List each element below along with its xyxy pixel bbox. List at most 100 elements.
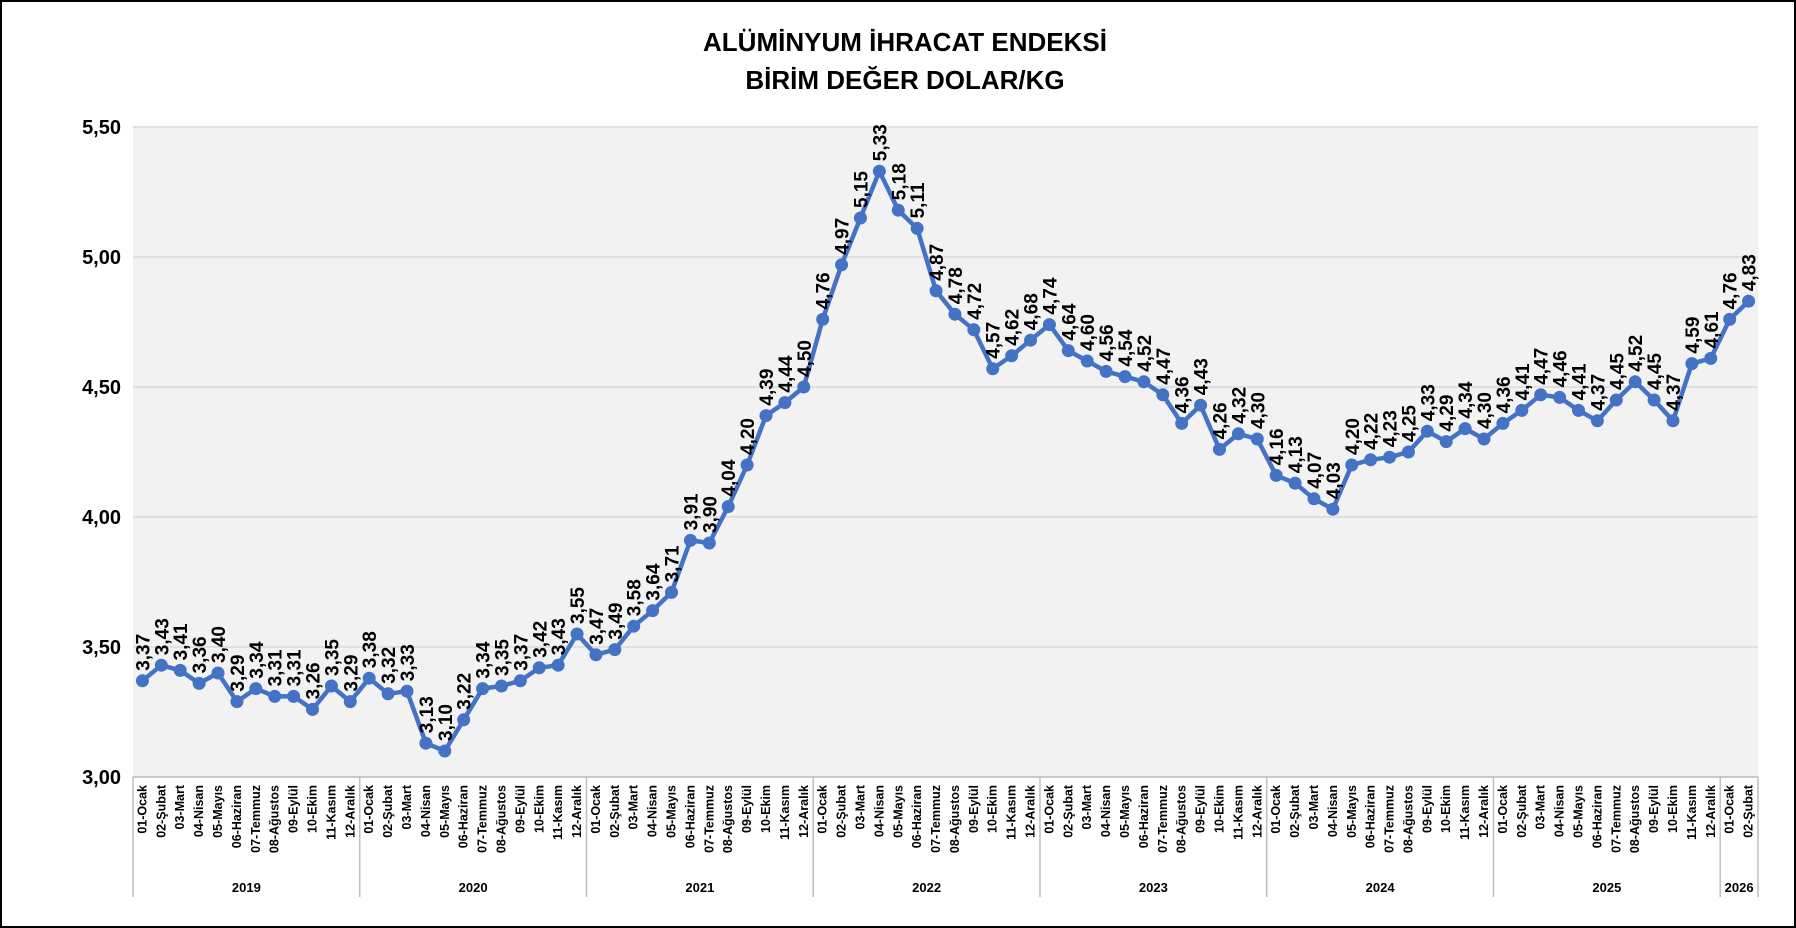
data-point <box>438 744 452 758</box>
data-label: 3,31 <box>285 649 306 686</box>
x-tick-label: 08-Ağustos <box>948 785 962 853</box>
data-label: 4,54 <box>1116 329 1137 366</box>
x-tick-label: 12-Aralık <box>797 785 811 838</box>
x-tick-label: 01-Ocak <box>816 785 830 834</box>
x-tick-label: 04-Nisan <box>192 785 206 837</box>
data-point <box>1401 445 1415 459</box>
x-tick-label: 09-Eylül <box>1647 785 1661 833</box>
data-point <box>608 643 622 657</box>
data-label: 4,52 <box>1626 335 1647 372</box>
data-point <box>532 661 546 675</box>
x-tick-label: 01-Ocak <box>135 785 149 834</box>
x-tick-label: 06-Haziran <box>683 785 697 848</box>
data-point <box>1307 492 1321 506</box>
x-tick-label: 01-Ocak <box>1269 785 1283 834</box>
x-tick-label: 11-Kasım <box>551 785 565 840</box>
x-tick-label: 07-Temmuz <box>702 785 716 853</box>
data-label: 4,60 <box>1078 314 1099 351</box>
x-tick-label: 05-Mayıs <box>1118 785 1132 838</box>
data-point <box>816 312 830 326</box>
x-tick-label: 06-Haziran <box>1137 785 1151 848</box>
data-point <box>1118 370 1132 384</box>
data-label: 4,44 <box>776 355 797 392</box>
x-tick-label: 02-Şubat <box>835 784 849 838</box>
data-label: 4,59 <box>1683 317 1704 354</box>
data-label: 4,62 <box>1003 309 1024 346</box>
data-point <box>1080 354 1094 368</box>
data-point <box>173 663 187 677</box>
data-label: 5,33 <box>870 124 891 161</box>
data-point <box>986 362 1000 376</box>
data-point <box>1194 398 1208 412</box>
x-group-label: 2026 <box>1725 880 1754 895</box>
data-point <box>740 458 754 472</box>
data-label: 5,15 <box>851 171 872 208</box>
data-label: 4,30 <box>1248 392 1269 429</box>
data-point <box>154 658 168 672</box>
x-tick-label: 09-Eylül <box>1194 785 1208 833</box>
data-label: 3,47 <box>587 608 608 645</box>
data-point <box>1156 388 1170 402</box>
x-tick-label: 05-Mayıs <box>891 785 905 838</box>
data-point <box>1326 502 1340 516</box>
data-label: 3,90 <box>700 496 721 533</box>
data-point <box>891 203 905 217</box>
x-tick-label: 08-Ağustos <box>1175 785 1189 853</box>
x-tick-label: 12-Aralık <box>1477 785 1491 838</box>
x-tick-label: 12-Aralık <box>1250 785 1264 838</box>
data-label: 4,83 <box>1740 254 1761 291</box>
x-tick-label: 08-Ağustos <box>721 785 735 853</box>
data-label: 4,39 <box>757 369 778 406</box>
x-tick-label: 09-Eylül <box>740 785 754 833</box>
x-tick-label: 03-Mart <box>1307 784 1321 829</box>
data-label: 4,47 <box>1532 348 1553 385</box>
data-label: 4,33 <box>1418 384 1439 421</box>
data-point <box>853 211 867 225</box>
data-point <box>589 648 603 662</box>
y-tick-label: 3,50 <box>82 637 121 659</box>
data-label: 3,29 <box>228 655 249 692</box>
data-label: 5,11 <box>908 182 929 218</box>
data-label: 4,41 <box>1569 363 1590 400</box>
data-label: 4,25 <box>1399 405 1420 442</box>
data-point <box>381 687 395 701</box>
x-group-label: 2020 <box>459 880 488 895</box>
data-label: 3,33 <box>398 644 419 681</box>
data-label: 4,36 <box>1494 376 1515 413</box>
data-label: 4,45 <box>1607 353 1628 390</box>
x-tick-label: 03-Mart <box>627 784 641 829</box>
data-point <box>494 679 508 693</box>
data-point <box>683 533 697 547</box>
x-tick-label: 03-Mart <box>1534 784 1548 829</box>
x-tick-label: 12-Aralık <box>1024 785 1038 838</box>
x-tick-label: 02-Şubat <box>1288 784 1302 838</box>
x-tick-label: 04-Nisan <box>1099 785 1113 837</box>
data-label: 4,43 <box>1192 358 1213 395</box>
data-label: 4,50 <box>795 340 816 377</box>
data-point <box>1042 318 1056 332</box>
data-label: 4,36 <box>1173 376 1194 413</box>
data-point <box>1005 349 1019 363</box>
x-tick-label: 02-Şubat <box>381 784 395 838</box>
x-tick-label: 02-Şubat <box>608 784 622 838</box>
data-point <box>835 258 849 272</box>
data-point <box>1515 403 1529 417</box>
x-tick-label: 10-Ekim <box>1666 785 1680 833</box>
data-label: 3,71 <box>663 545 684 582</box>
data-point <box>1061 344 1075 358</box>
data-point <box>1364 453 1378 467</box>
data-point <box>1723 312 1737 326</box>
data-point <box>1345 458 1359 472</box>
chart-title: ALÜMİNYUM İHRACAT ENDEKSİ <box>703 27 1107 57</box>
data-label: 3,31 <box>266 649 287 686</box>
x-tick-label: 11-Kasım <box>1458 785 1472 840</box>
y-tick-label: 4,50 <box>82 377 121 399</box>
data-point <box>513 674 527 688</box>
x-tick-label: 07-Temmuz <box>1383 785 1397 853</box>
x-tick-label: 04-Nisan <box>1326 785 1340 837</box>
data-point <box>1099 364 1113 378</box>
data-label: 3,35 <box>492 639 513 676</box>
data-point <box>1628 375 1642 389</box>
data-point <box>929 284 943 298</box>
